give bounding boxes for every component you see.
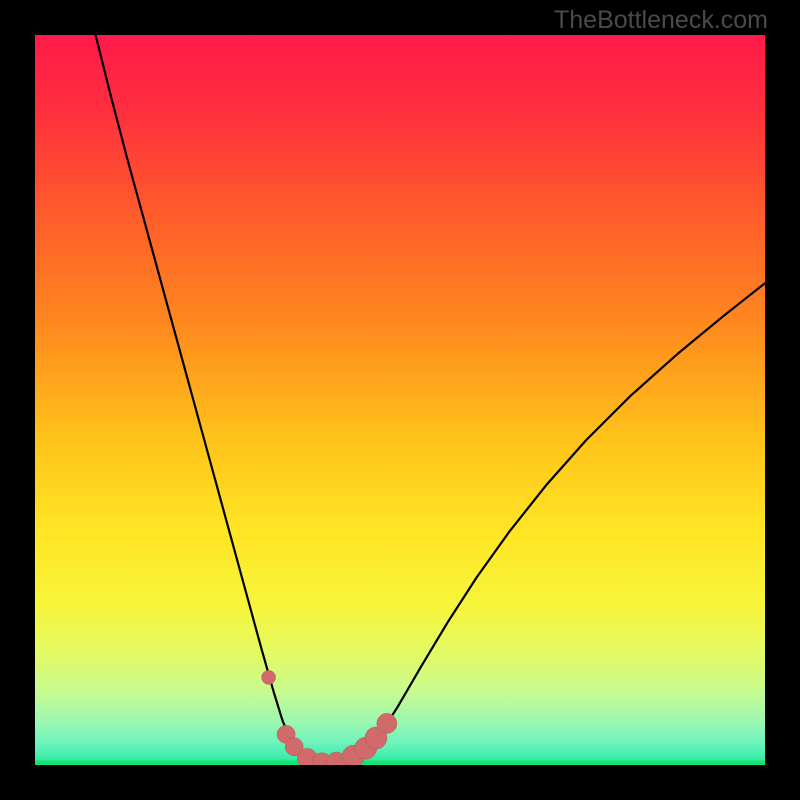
watermark-text: TheBottleneck.com (554, 6, 768, 35)
curve-marker (262, 670, 276, 684)
plot-area (35, 35, 765, 765)
curve-marker (377, 713, 397, 733)
gradient-background (35, 35, 765, 765)
bottom-green-band (35, 761, 765, 765)
